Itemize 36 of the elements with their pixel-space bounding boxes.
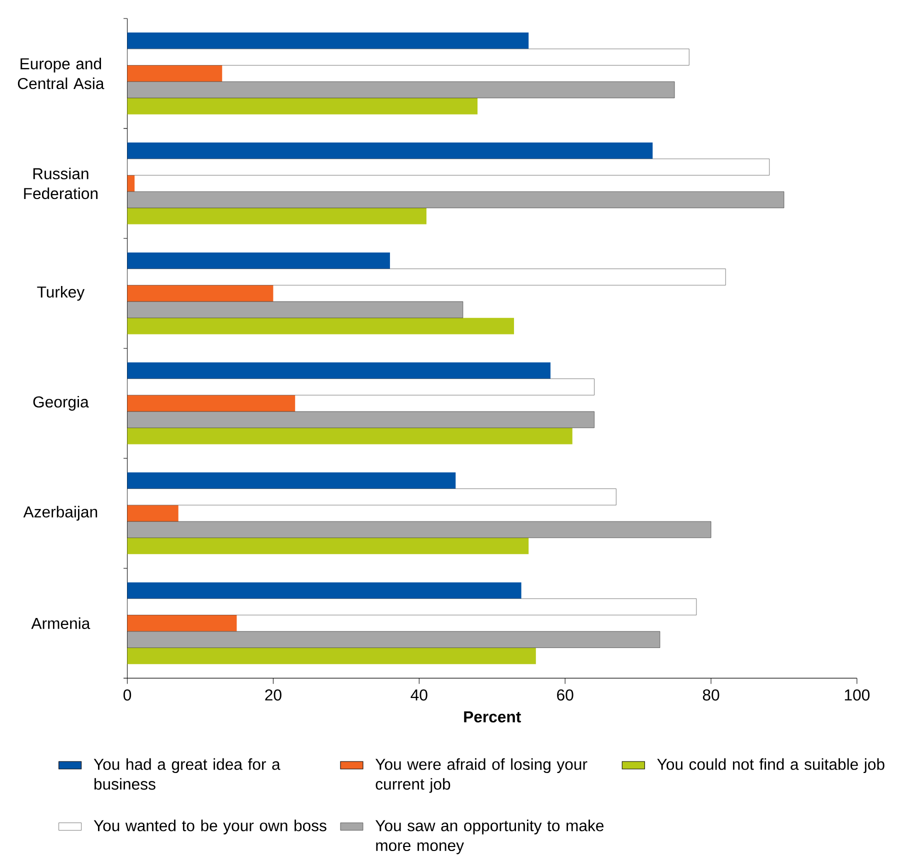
x-tick-label: 0 bbox=[124, 689, 132, 700]
bar bbox=[127, 395, 296, 412]
y-tick-label: Armenia bbox=[31, 617, 90, 629]
bar bbox=[127, 428, 572, 444]
bar bbox=[127, 472, 456, 489]
bar bbox=[127, 318, 514, 334]
bar bbox=[127, 362, 550, 379]
legend-label: You wanted to be your own boss bbox=[94, 820, 326, 834]
bar bbox=[127, 504, 178, 522]
bar bbox=[127, 175, 135, 192]
bar bbox=[127, 252, 390, 269]
bar bbox=[127, 142, 653, 159]
bar bbox=[127, 614, 237, 632]
y-tick-label: Turkey bbox=[37, 286, 85, 301]
y-tick-label: Azerbaijan bbox=[23, 506, 98, 521]
x-tick-label: 80 bbox=[702, 689, 720, 700]
y-tick-label: Georgia bbox=[33, 396, 89, 411]
bar bbox=[127, 648, 536, 664]
x-axis-title: Percent bbox=[464, 711, 521, 722]
bar bbox=[127, 208, 426, 224]
bar bbox=[127, 98, 478, 114]
bar bbox=[127, 538, 529, 554]
bar bbox=[127, 285, 274, 302]
x-tick-label: 20 bbox=[265, 689, 282, 700]
x-tick-label: 100 bbox=[844, 689, 870, 700]
y-tick-label: Europe and Central Asia bbox=[18, 58, 104, 90]
x-tick-label: 60 bbox=[557, 689, 574, 700]
y-tick-label: Russian Federation bbox=[24, 168, 98, 199]
legend-label: You saw an opportunity to make more money bbox=[375, 820, 604, 854]
bar bbox=[127, 582, 522, 599]
legend-label: You could not find a suitable job bbox=[657, 758, 884, 773]
bar bbox=[127, 32, 529, 49]
legend-label: You had a great idea for a business bbox=[94, 758, 280, 790]
legend-label: You were afraid of losing your current job bbox=[375, 758, 588, 793]
bar bbox=[127, 65, 222, 82]
x-tick-label: 40 bbox=[410, 689, 428, 700]
